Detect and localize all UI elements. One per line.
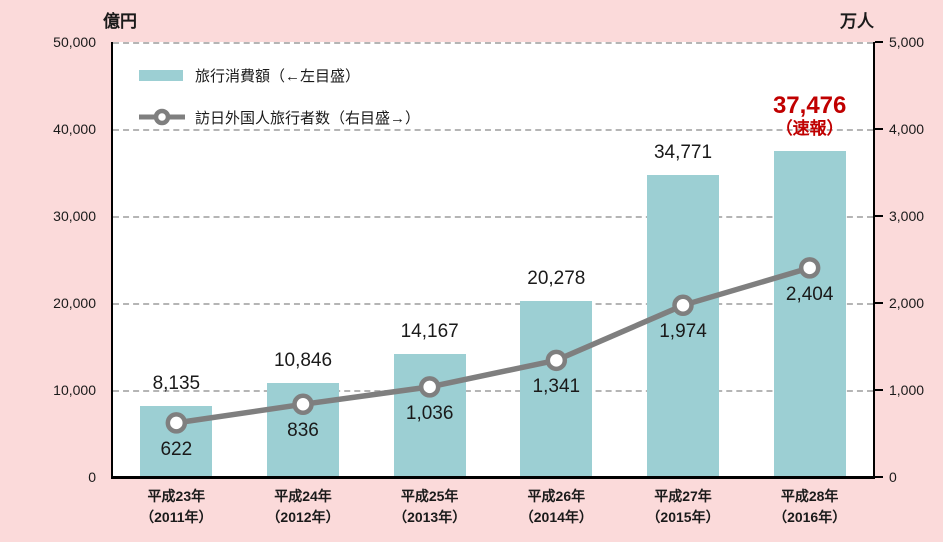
line-marker <box>545 349 568 372</box>
line-marker <box>418 376 441 398</box>
right-axis-tick-label: 2,000 <box>889 295 925 311</box>
x-axis-line <box>111 476 875 479</box>
x-label-era: 平成23年 <box>147 488 206 504</box>
line-marker <box>798 257 821 279</box>
gridline <box>113 216 873 218</box>
bar-平成27年 <box>647 174 719 477</box>
bar-value-label-latest: 37,476 （速報） <box>740 92 880 139</box>
bar-value-label: 20,278 <box>527 267 586 289</box>
line-value-label: 1,974 <box>659 321 707 343</box>
x-label-western-year: （2012年） <box>266 509 340 525</box>
gridline <box>113 303 873 305</box>
line-value-label: 2,404 <box>785 283 834 305</box>
visitors-line <box>175 265 811 426</box>
latest-value: 37,476 <box>772 91 847 119</box>
bar-value-label: 10,846 <box>273 349 333 371</box>
legend-item-visitors: 訪日外国人旅行者数（右目盛→） <box>139 106 420 128</box>
line-marker <box>672 294 694 317</box>
bar-value-label: 14,167 <box>400 320 459 342</box>
legend: 旅行消費額（←左目盛） 訪日外国人旅行者数（右目盛→） <box>139 64 420 148</box>
gridline <box>113 390 873 392</box>
right-axis-line <box>873 42 875 478</box>
x-label-era: 平成27年 <box>654 488 712 504</box>
left-axis-line <box>111 42 113 478</box>
line-value-label: 622 <box>160 438 193 460</box>
legend-label-consumption: 旅行消費額（←左目盛） <box>195 67 361 85</box>
line-value-label: 1,341 <box>532 376 581 398</box>
left-axis-tick-label: 40,000 <box>53 121 96 137</box>
x-axis-label-平成28年: 平成28年 （2016年） <box>740 486 880 528</box>
right-axis-tick <box>875 389 883 391</box>
gridline <box>113 42 873 44</box>
right-axis-tick <box>875 302 883 304</box>
right-axis-tick <box>875 476 883 478</box>
left-axis-tick-label: 30,000 <box>53 208 96 224</box>
x-label-era: 平成24年 <box>274 488 332 504</box>
bar-平成28年 <box>773 151 846 477</box>
line-marker <box>292 393 314 416</box>
line-value-label: 836 <box>287 420 319 442</box>
left-axis-title: 億円 <box>103 12 137 31</box>
line-marker-icon <box>139 107 185 127</box>
right-axis-tick <box>875 41 883 43</box>
bar-平成25年 <box>393 353 466 477</box>
left-axis-tick-label: 50,000 <box>53 34 96 50</box>
legend-item-consumption: 旅行消費額（←左目盛） <box>139 64 420 86</box>
x-axis-label-平成25年: 平成25年 （2013年） <box>360 486 500 528</box>
visitors-line-layer <box>165 257 821 434</box>
latest-note: （速報） <box>775 118 844 138</box>
right-axis-tick-label: 3,000 <box>889 208 925 224</box>
x-label-era: 平成28年 <box>780 488 839 504</box>
x-axis-label-平成24年: 平成24年 （2012年） <box>233 486 373 528</box>
left-axis-tick-label: 20,000 <box>53 295 96 311</box>
right-axis-tick <box>875 128 883 130</box>
left-axis-tick-label: 0 <box>88 469 96 485</box>
x-label-western-year: （2013年） <box>393 509 467 525</box>
left-axis-tick-label: 10,000 <box>53 382 96 398</box>
line-marker <box>165 412 188 434</box>
x-label-western-year: （2014年） <box>519 509 593 525</box>
bar-value-label: 8,135 <box>152 373 201 395</box>
x-label-western-year: （2016年） <box>773 509 847 525</box>
right-axis-title: 万人 <box>840 12 874 31</box>
right-axis-tick-label: 5,000 <box>889 34 925 50</box>
x-label-era: 平成25年 <box>400 488 459 504</box>
plot-area: 旅行消費額（←左目盛） 訪日外国人旅行者数（右目盛→） 8,135 10,846 1… <box>113 42 873 477</box>
gridline <box>113 129 873 131</box>
x-label-western-year: （2011年） <box>140 509 213 525</box>
bar-平成26年 <box>520 300 593 477</box>
right-axis-tick-label: 0 <box>889 469 897 485</box>
x-label-era: 平成26年 <box>527 488 586 504</box>
bar-swatch-icon <box>139 69 183 81</box>
x-axis-label-平成26年: 平成26年 （2014年） <box>486 486 626 528</box>
line-value-label: 1,036 <box>405 402 454 424</box>
x-label-western-year: （2015年） <box>646 509 720 525</box>
bar-value-label: 34,771 <box>653 141 713 163</box>
x-axis-label-平成23年: 平成23年 （2011年） <box>106 486 246 528</box>
legend-label-visitors: 訪日外国人旅行者数（右目盛→） <box>195 109 421 127</box>
right-axis-tick-label: 1,000 <box>889 382 925 398</box>
right-axis-tick-label: 4,000 <box>889 121 925 137</box>
x-axis-label-平成27年: 平成27年 （2015年） <box>613 486 753 528</box>
right-axis-tick <box>875 215 883 217</box>
